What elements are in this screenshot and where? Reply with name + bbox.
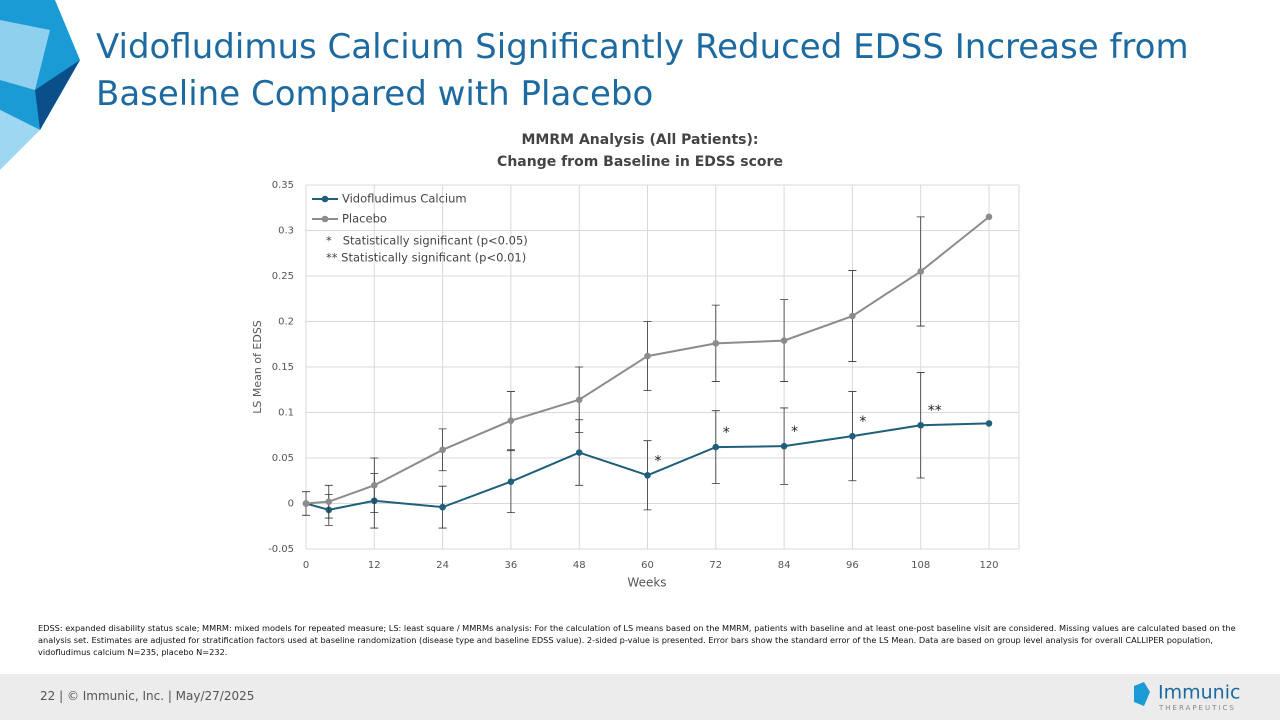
y-tick-label: 0.25 xyxy=(272,271,294,282)
data-point xyxy=(325,498,333,505)
data-point xyxy=(917,421,924,429)
x-tick-label: 96 xyxy=(846,560,859,571)
y-tick-label: 0.2 xyxy=(278,317,294,328)
significance-label: * xyxy=(859,414,866,430)
x-tick-label: 12 xyxy=(368,560,381,571)
x-tick-label: 60 xyxy=(641,560,654,571)
legend-marker xyxy=(321,215,329,223)
significance-label: * xyxy=(791,424,798,440)
legend-label: Placebo xyxy=(342,212,387,226)
decor xyxy=(0,0,80,170)
y-tick-label: 0 xyxy=(288,499,294,510)
y-axis-label: LS Mean of EDSS xyxy=(251,320,264,414)
data-point xyxy=(780,442,788,450)
x-tick-label: 36 xyxy=(505,560,518,571)
x-tick-label: 24 xyxy=(436,560,449,571)
data-point xyxy=(371,482,378,489)
chart-subtitle: Change from Baseline in EDSS score xyxy=(497,154,783,170)
footnote: EDSS: expanded disability status scale; … xyxy=(38,623,1236,657)
data-point xyxy=(917,268,924,275)
y-tick-label: 0.3 xyxy=(278,226,294,237)
legend-note: ** Statistically significant (p<0.01) xyxy=(326,251,526,265)
data-point xyxy=(712,443,720,451)
data-point xyxy=(644,471,651,479)
data-point xyxy=(849,432,856,440)
footer: 22 | © Immunic, Inc. | May/27/2025 xyxy=(40,689,255,703)
series-line xyxy=(305,422,990,511)
legend-note: * Statistically significant (p<0.05) xyxy=(326,234,528,248)
data-point xyxy=(780,337,788,344)
x-tick-label: 120 xyxy=(979,560,998,571)
x-tick-label: 72 xyxy=(709,560,722,571)
data-point xyxy=(575,449,583,456)
significance-label: * xyxy=(723,425,730,441)
x-tick-label: 0 xyxy=(303,560,309,571)
series-line xyxy=(305,216,990,505)
y-tick-label: 0.35 xyxy=(272,180,294,191)
slide-title: Vidofludimus Calcium Significantly Reduc… xyxy=(96,27,1189,114)
significance-label: * xyxy=(655,453,662,469)
significance-label: ** xyxy=(928,403,942,419)
legend-marker xyxy=(321,195,329,203)
y-tick-label: 0.05 xyxy=(272,453,294,464)
x-tick-label: 48 xyxy=(573,560,586,571)
x-tick-label: 84 xyxy=(778,560,791,571)
data-point xyxy=(575,396,583,404)
y-tick-label: 0.1 xyxy=(278,408,294,419)
chart-title: MMRM Analysis (All Patients): xyxy=(522,132,759,148)
y-tick-label: 0.15 xyxy=(272,362,294,373)
legend-label: Vidofludimus Calcium xyxy=(342,192,467,206)
data-point xyxy=(439,446,446,454)
data-point xyxy=(439,503,446,511)
footer-bar: 22 | © Immunic, Inc. | May/27/2025 xyxy=(0,674,1280,720)
logo-text: Immunic xyxy=(1158,682,1240,704)
data-point xyxy=(985,420,993,427)
x-axis-label: Weeks xyxy=(627,576,666,590)
x-tick-label: 108 xyxy=(911,560,930,571)
data-point xyxy=(507,417,515,424)
logo-sub: THERAPEUTICS xyxy=(1158,704,1236,712)
data-point xyxy=(644,352,651,360)
data-point xyxy=(849,312,856,320)
logo: Immunic THERAPEUTICS xyxy=(1134,682,1240,712)
data-point xyxy=(985,213,993,221)
data-point xyxy=(507,478,515,485)
data-point xyxy=(302,500,310,507)
data-point xyxy=(712,340,720,347)
y-tick-label: -0.05 xyxy=(268,544,294,555)
chart: MMRM Analysis (All Patients): Change fro… xyxy=(251,132,1020,590)
